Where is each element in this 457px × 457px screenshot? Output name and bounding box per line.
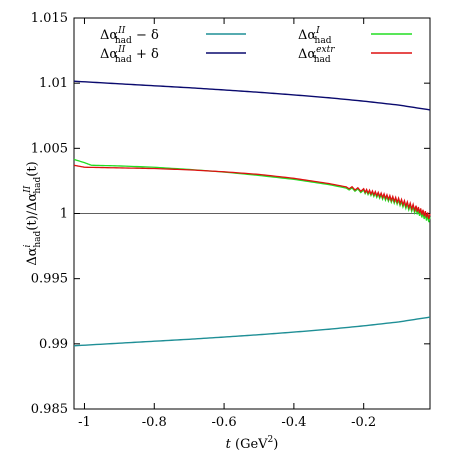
axis-labels: t (GeV2) Δαihad(t)/ΔαIIhad(t) [23, 161, 278, 452]
x-tick-label: -1 [78, 415, 91, 430]
x-tick-label: -0.8 [142, 415, 167, 430]
y-tick-label: 1.005 [31, 141, 68, 156]
legend-entry-label: Δαextr had [298, 45, 335, 65]
y-tick-label: 0.985 [31, 402, 68, 417]
axis-ticks: -1 -0.8 -0.6 -0.4 -0.2 0.985 0.99 0.995 1 1.005 1.… [31, 11, 430, 430]
y-axis-label: Δαihad(t)/ΔαIIhad(t) [23, 161, 43, 265]
legend-entry-label: ΔαII had − δ [100, 26, 159, 46]
series-line [73, 80, 431, 111]
y-tick-label: 0.995 [31, 272, 68, 287]
legend-entry-label: ΔαI had [298, 26, 332, 46]
legend-entry-label: ΔαII had + δ [100, 45, 159, 65]
x-axis-label: t (GeV2) [226, 435, 279, 452]
series-layer [73, 80, 431, 347]
x-tick-label: -0.4 [281, 415, 306, 430]
series-line [73, 158, 431, 223]
series-line [73, 316, 431, 347]
y-tick-label: 1 [60, 207, 68, 222]
plot-frame [73, 17, 431, 410]
y-tick-label: 1.01 [39, 76, 68, 91]
y-tick-label: 0.99 [39, 337, 68, 352]
y-tick-label: 1.015 [31, 11, 68, 26]
x-tick-label: -0.6 [212, 415, 237, 430]
series-line [73, 164, 431, 220]
x-tick-label: -0.2 [351, 415, 376, 430]
